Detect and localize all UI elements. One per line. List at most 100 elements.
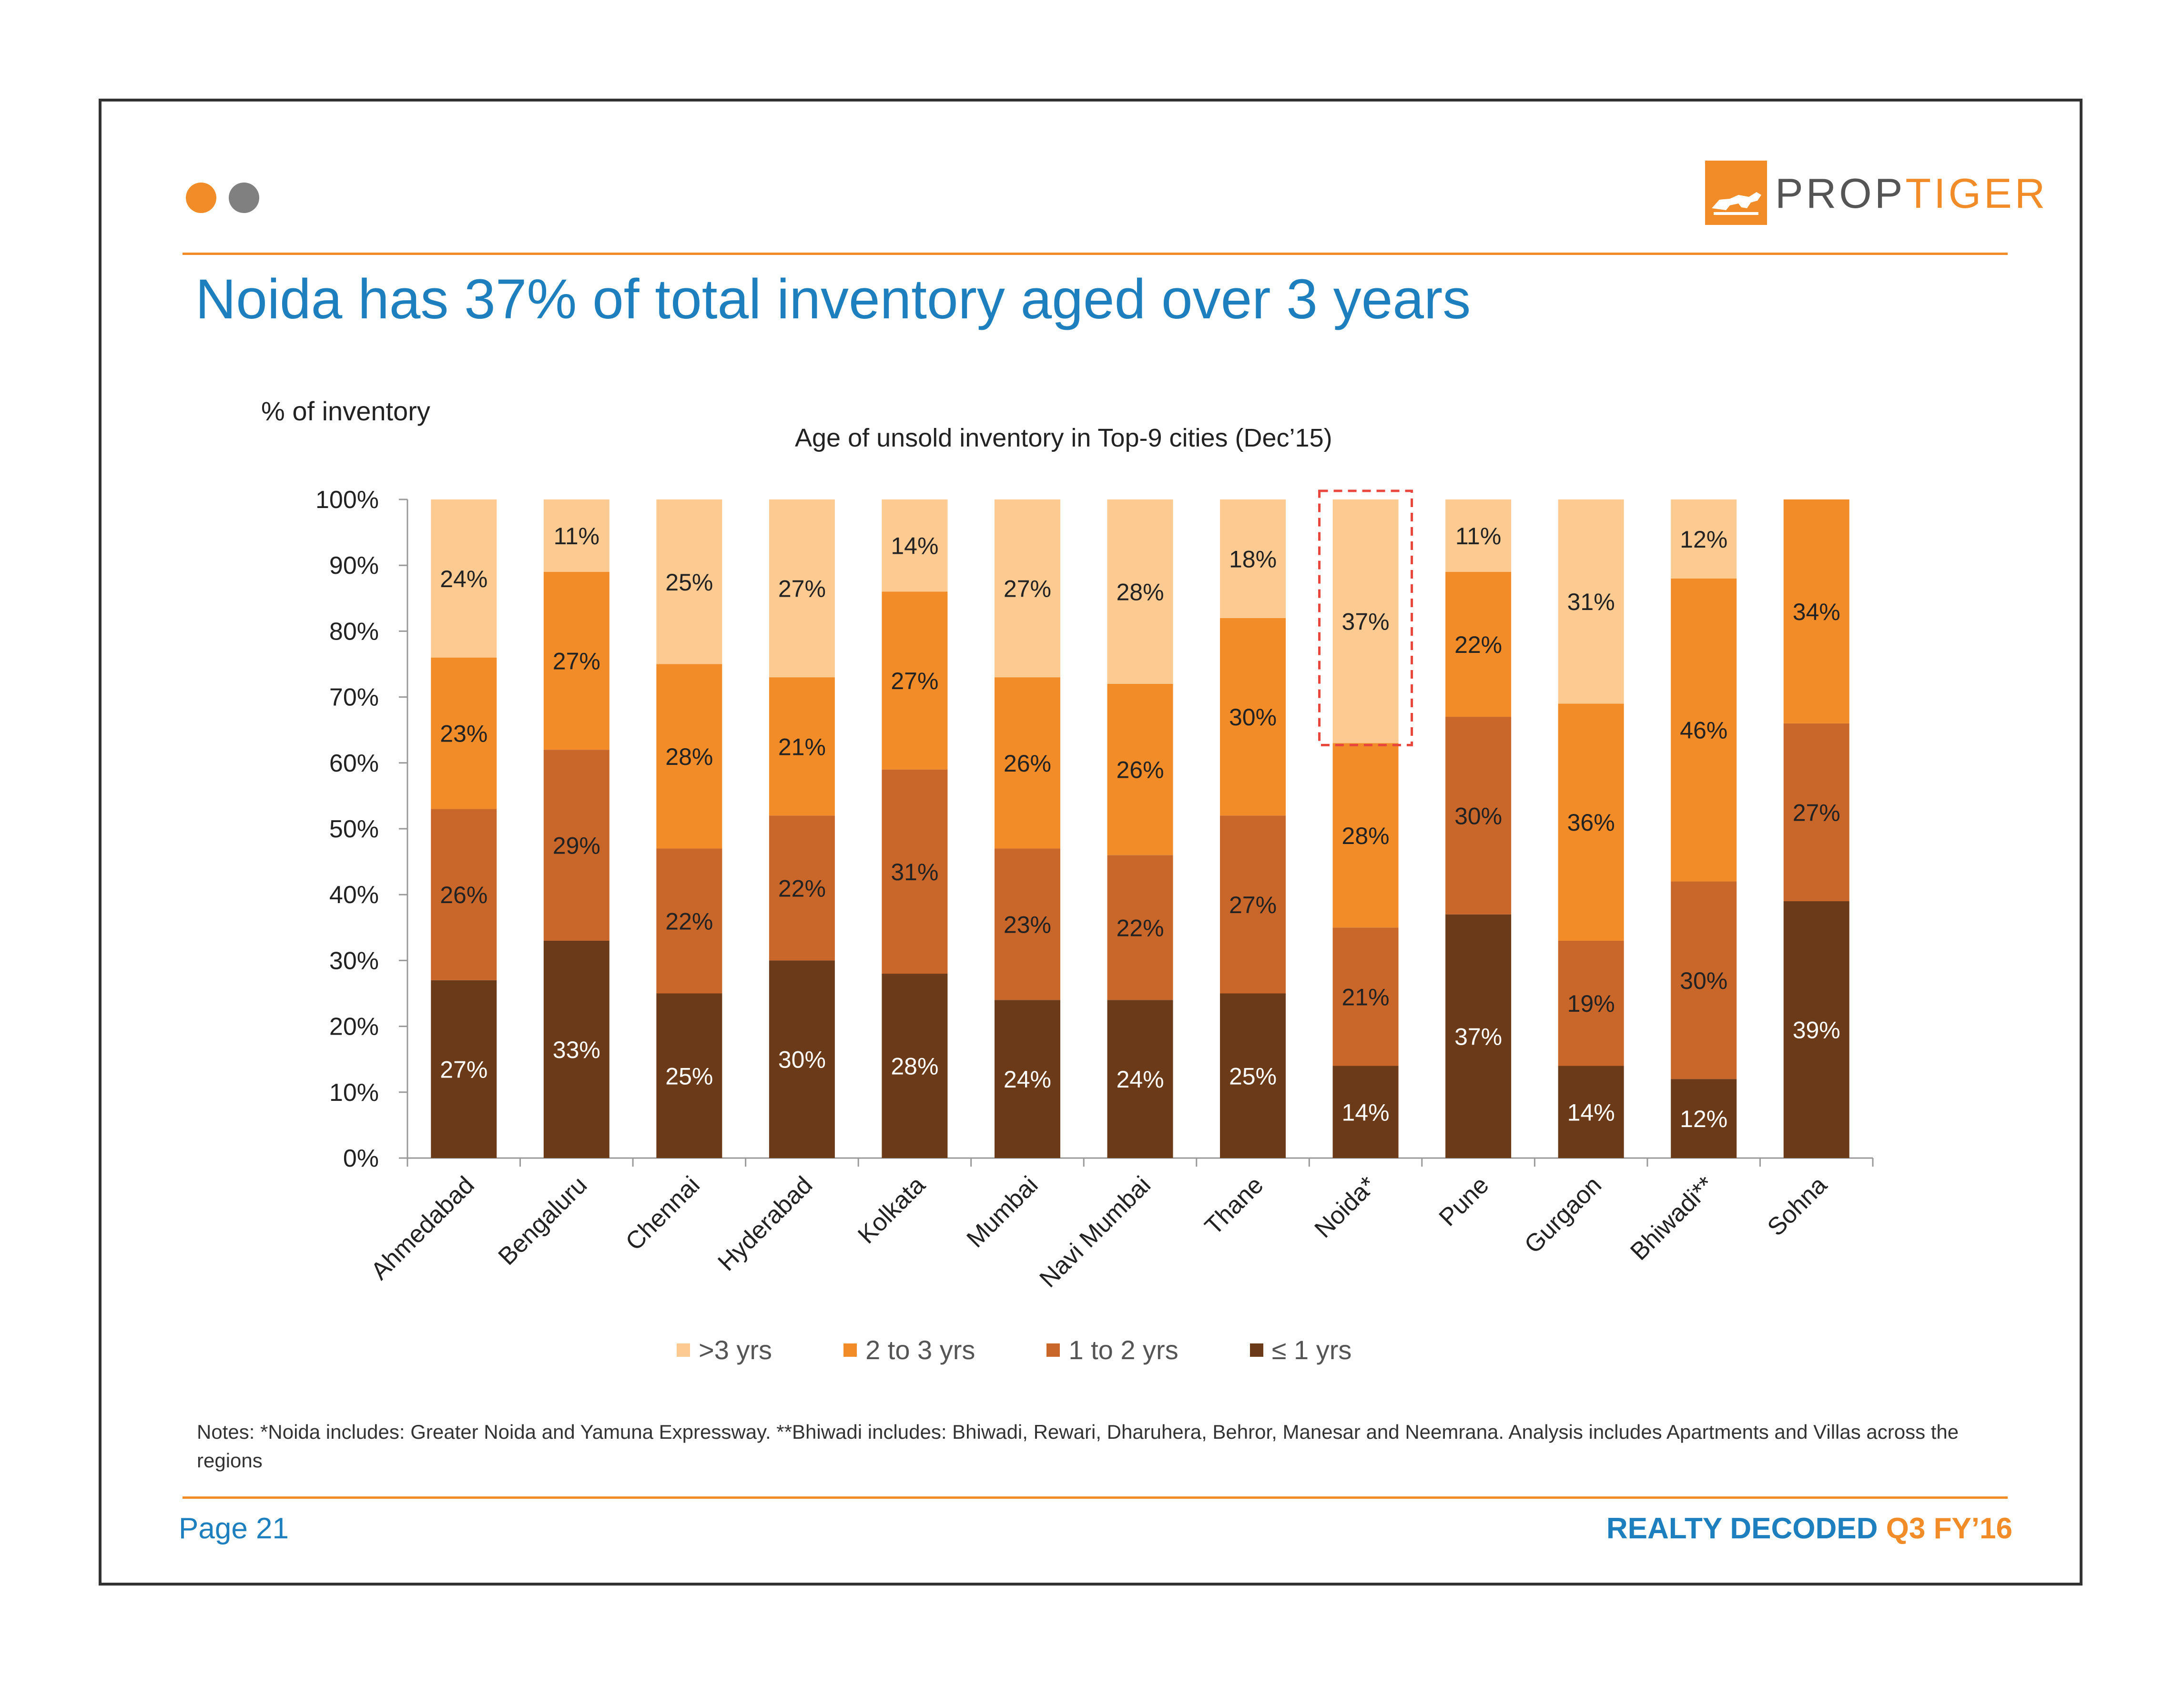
- data-label: 25%: [665, 1063, 713, 1089]
- bar-segment: [656, 848, 722, 994]
- slide-frame: [99, 99, 2082, 1586]
- bar-segment: [656, 993, 722, 1158]
- bar-segment: [1220, 993, 1286, 1158]
- bar-segment: [1671, 1079, 1737, 1158]
- bar-segment: [1220, 499, 1286, 618]
- y-axis-label: % of inventory: [261, 396, 430, 426]
- page-title: Noida has 37% of total inventory aged ov…: [195, 268, 1471, 331]
- logo-prop: PROP: [1775, 170, 1906, 217]
- x-tick-label: Sohna: [1762, 1171, 1832, 1241]
- data-label: 29%: [553, 833, 600, 859]
- bar-segment: [1220, 618, 1286, 816]
- logo-text: PROPTIGER: [1775, 169, 2048, 218]
- data-label: 30%: [1680, 967, 1727, 994]
- bar-segment: [1107, 499, 1173, 684]
- y-tick-label: 90%: [329, 552, 379, 580]
- data-label: 22%: [1454, 631, 1502, 658]
- legend-label-2to3: 2 to 3 yrs: [865, 1335, 975, 1365]
- page-number: Page 21: [179, 1512, 289, 1545]
- bar-segment: [882, 769, 948, 974]
- bar-segment: [769, 815, 835, 961]
- data-label: 31%: [1567, 589, 1615, 615]
- grey-dot-icon: [229, 183, 259, 213]
- bar-segment: [769, 677, 835, 816]
- legend-label-gt3: >3 yrs: [699, 1335, 772, 1365]
- bar-segment: [543, 940, 609, 1158]
- bar-segment: [1671, 578, 1737, 882]
- bar-segment: [1445, 717, 1512, 915]
- bar-segment: [1445, 914, 1512, 1158]
- footer-edition: Q3 FY’16: [1886, 1512, 2012, 1545]
- footer-rule: [183, 1496, 2008, 1499]
- data-label: 27%: [553, 648, 600, 675]
- data-label: 37%: [1342, 609, 1390, 635]
- x-tick-label: Ahmedabad: [366, 1171, 479, 1285]
- x-tick-label: Bhiwadi**: [1625, 1171, 1719, 1265]
- bar-segment: [1558, 703, 1624, 941]
- data-label: 26%: [1004, 750, 1051, 777]
- bar-segment: [431, 980, 497, 1158]
- footer-brand: REALTY DECODED Q3 FY’16: [1606, 1512, 2012, 1546]
- bar-segment: [431, 657, 497, 809]
- bar-segment: [882, 974, 948, 1158]
- bar-segment: [769, 960, 835, 1158]
- notes-text: Notes: *Noida includes: Greater Noida an…: [197, 1421, 1959, 1472]
- header-rule: [183, 253, 2008, 255]
- x-tick-label: Bengaluru: [493, 1171, 593, 1271]
- bar-segment: [1783, 901, 1849, 1158]
- data-label: 22%: [778, 875, 826, 902]
- bar-segment: [1332, 743, 1399, 928]
- highlight-box: [1318, 489, 1413, 746]
- bar-segment: [1107, 855, 1173, 1000]
- data-label: 25%: [1229, 1063, 1277, 1089]
- y-tick-label: 10%: [329, 1079, 379, 1107]
- bar-segment: [1783, 499, 1849, 723]
- legend-item-gt3: >3 yrs: [677, 1334, 772, 1365]
- bar-segment: [1445, 499, 1512, 572]
- data-label: 30%: [1454, 803, 1502, 829]
- data-label: 24%: [1004, 1066, 1051, 1093]
- bar-segment: [543, 499, 609, 572]
- data-label: 27%: [440, 1056, 488, 1083]
- bar-segment: [1332, 1066, 1399, 1158]
- y-tick-label: 100%: [315, 486, 379, 514]
- footer-brand-name: REALTY DECODED: [1606, 1512, 1878, 1545]
- bar-segment: [543, 750, 609, 941]
- legend-swatch-1to2: [1046, 1343, 1060, 1357]
- x-tick-label: Navi Mumbai: [1034, 1171, 1156, 1293]
- legend-item-2to3: 2 to 3 yrs: [843, 1334, 975, 1365]
- bar-segment: [1332, 927, 1399, 1066]
- y-tick-label: 50%: [329, 815, 379, 843]
- data-label: 31%: [891, 859, 938, 885]
- bar-segment: [431, 809, 497, 980]
- data-label: 11%: [554, 523, 599, 549]
- bar-segment: [656, 499, 722, 664]
- data-label: 21%: [1342, 984, 1390, 1010]
- data-label: 37%: [1454, 1023, 1502, 1050]
- y-tick-label: 30%: [329, 947, 379, 975]
- y-tick-label: 40%: [329, 881, 379, 909]
- bar-segment: [1671, 881, 1737, 1079]
- bar-segment: [1783, 723, 1849, 902]
- x-tick-label: Thane: [1199, 1171, 1269, 1240]
- data-label: 27%: [1004, 576, 1051, 602]
- data-label: 19%: [1567, 990, 1615, 1017]
- bar-segment: [543, 572, 609, 750]
- stacked-bar-chart: 0% 10% 20% 30% 40% 50% 60% 70% 80% 90% 100% 27% 26% 2…: [315, 486, 1874, 1293]
- chart-title: Age of unsold inventory in Top-9 cities …: [795, 424, 1332, 452]
- legend-label-le1: ≤ 1 yrs: [1271, 1335, 1352, 1365]
- x-tick-label: Noida*: [1310, 1171, 1382, 1243]
- bar-segment: [1558, 499, 1624, 704]
- bar-segment: [882, 591, 948, 770]
- data-label: 30%: [1229, 704, 1277, 731]
- data-label: 27%: [1793, 799, 1840, 826]
- bar-segment: [1558, 940, 1624, 1066]
- data-label: 33%: [553, 1037, 600, 1063]
- orange-dot-icon: [186, 183, 216, 213]
- data-label: 28%: [1342, 823, 1390, 849]
- data-label: 25%: [665, 569, 713, 596]
- bar-segment: [1107, 1000, 1173, 1158]
- x-tick-label: Chennai: [620, 1171, 705, 1256]
- bar-segment: [431, 499, 497, 658]
- data-label: 24%: [1116, 1066, 1164, 1093]
